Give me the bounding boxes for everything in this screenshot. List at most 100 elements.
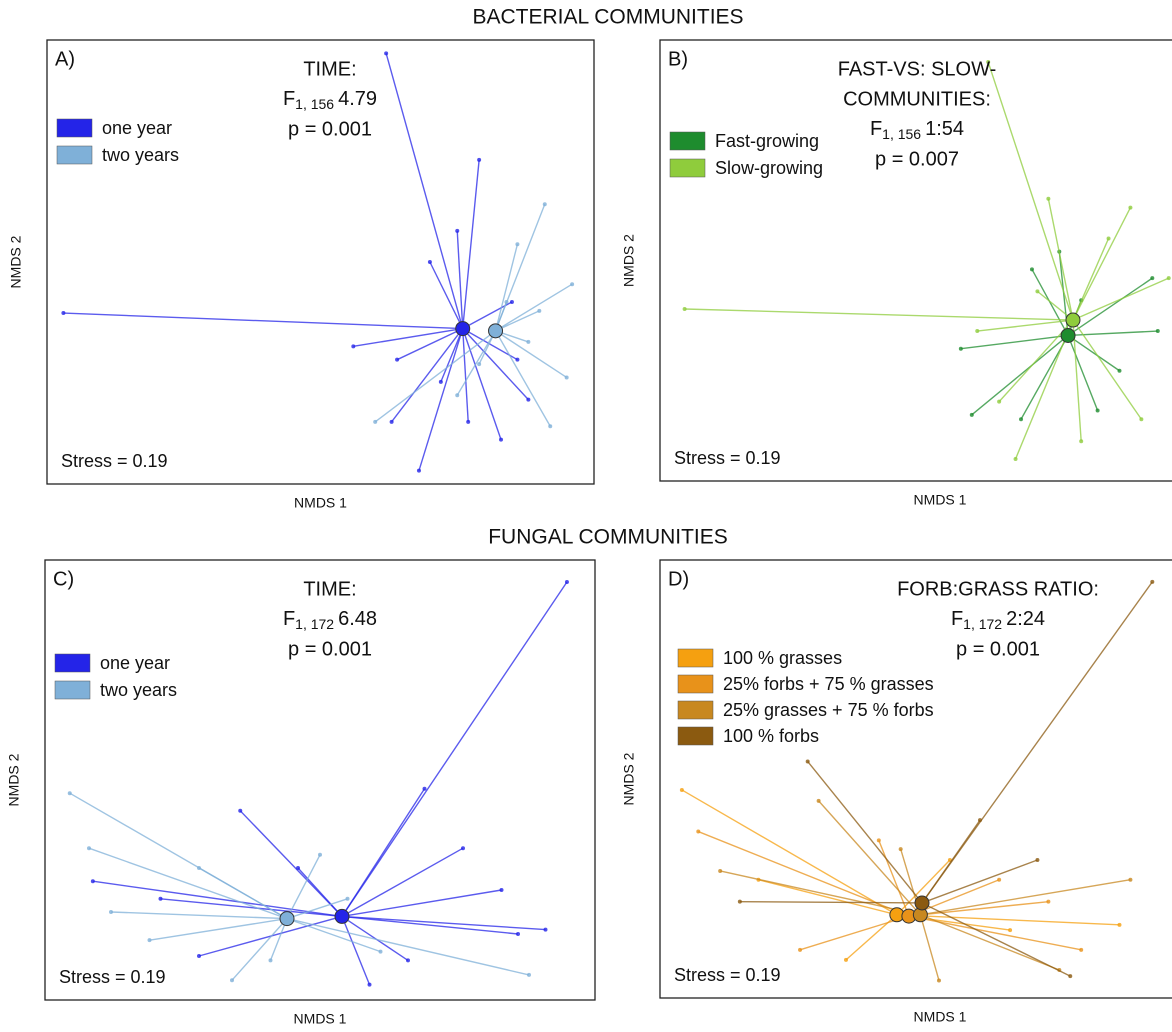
sample-point <box>805 759 810 764</box>
f-statistic: F1, 156 1:54 <box>870 118 964 141</box>
sample-point <box>1029 267 1034 272</box>
annotation-title: COMMUNITIES: <box>843 88 991 110</box>
annotation-title: FAST-VS: SLOW- <box>838 58 997 80</box>
sample-point <box>197 954 201 958</box>
spoke <box>462 328 469 422</box>
legend-label: 25% grasses + 75 % forbs <box>723 700 934 720</box>
f-df: 1, 156 <box>295 96 334 112</box>
sample-point <box>67 791 72 796</box>
sample-point <box>843 957 848 962</box>
sample-point <box>1128 205 1133 210</box>
sample-point <box>679 787 684 792</box>
sample-point <box>537 308 542 313</box>
sample-point <box>378 949 383 954</box>
centroid <box>914 895 930 911</box>
sample-point <box>997 877 1002 882</box>
centroid <box>455 321 471 337</box>
sample-point <box>345 896 350 901</box>
f-value: 2:24 <box>1006 608 1045 630</box>
spoke <box>297 867 343 917</box>
spoke <box>418 328 464 471</box>
spoke <box>684 308 1074 321</box>
spoke <box>456 330 497 396</box>
sample-point <box>499 888 504 892</box>
sample-point <box>515 357 520 362</box>
plot-frame <box>44 559 596 1001</box>
spoke <box>341 581 568 917</box>
f-value: 4.79 <box>338 88 377 110</box>
legend-label: one year <box>102 118 172 138</box>
y-axis-label: NMDS 2 <box>621 752 637 805</box>
legend-label: Slow-growing <box>715 158 823 178</box>
f-symbol: F <box>870 118 882 140</box>
sample-point <box>1019 417 1024 422</box>
sample-point <box>516 932 520 936</box>
spoke <box>1047 198 1074 321</box>
f-value: 1:54 <box>925 118 964 140</box>
sample-point <box>87 846 91 851</box>
sample-point <box>499 437 504 442</box>
centroid <box>1060 327 1076 343</box>
legend-swatch <box>677 700 714 720</box>
spoke <box>440 328 464 383</box>
spoke <box>920 914 1060 971</box>
sample-point <box>1046 899 1051 904</box>
sample-point <box>61 311 66 316</box>
x-axis-label: NMDS 1 <box>294 495 347 511</box>
legend-swatch <box>669 158 706 178</box>
spoke <box>385 53 464 329</box>
x-axis-label: NMDS 1 <box>914 492 967 508</box>
spoke <box>286 917 381 953</box>
sample-point <box>455 393 460 398</box>
sample-point <box>564 580 569 584</box>
f-value: 6.48 <box>338 608 377 630</box>
spoke <box>286 898 348 920</box>
spoke <box>396 327 464 361</box>
centroid <box>1065 312 1081 328</box>
annotation-title: TIME: <box>303 578 356 600</box>
spoke <box>239 810 343 917</box>
annotation-title: TIME: <box>303 58 356 80</box>
sample-point <box>1117 922 1122 927</box>
p-value: p = 0.001 <box>288 118 372 140</box>
legend-label: Fast-growing <box>715 131 819 151</box>
legend-label: two years <box>100 680 177 700</box>
sample-point <box>416 468 421 473</box>
spoke <box>807 761 923 904</box>
spoke <box>110 911 288 920</box>
spoke <box>341 889 502 918</box>
spoke <box>1072 277 1169 321</box>
spoke <box>896 859 951 916</box>
legend-swatch <box>54 680 91 700</box>
f-df: 1, 172 <box>963 616 1002 632</box>
sample-point <box>230 978 234 983</box>
sample-point <box>515 242 520 247</box>
legend-swatch <box>56 118 93 138</box>
sample-point <box>816 798 821 803</box>
panel-label: D) <box>668 568 689 590</box>
sample-point <box>477 362 482 367</box>
spoke <box>353 327 463 348</box>
sample-point <box>90 879 95 884</box>
f-symbol: F <box>283 608 295 630</box>
f-symbol: F <box>283 88 295 110</box>
spoke <box>1036 290 1074 321</box>
sample-point <box>696 829 701 834</box>
spoke <box>231 918 288 981</box>
spoke <box>341 847 464 918</box>
spoke <box>198 867 288 920</box>
sample-point <box>268 958 273 963</box>
spoke <box>462 159 480 329</box>
sample-point <box>109 910 113 914</box>
spoke <box>341 916 371 985</box>
sample-point <box>296 866 300 870</box>
sample-point <box>526 339 531 344</box>
spoke <box>286 917 530 976</box>
spoke <box>1067 335 1099 411</box>
sample-point <box>318 852 322 857</box>
spoke <box>977 319 1074 332</box>
sample-point <box>1095 408 1100 413</box>
sample-point <box>351 344 356 349</box>
plot-frame <box>659 559 1172 999</box>
